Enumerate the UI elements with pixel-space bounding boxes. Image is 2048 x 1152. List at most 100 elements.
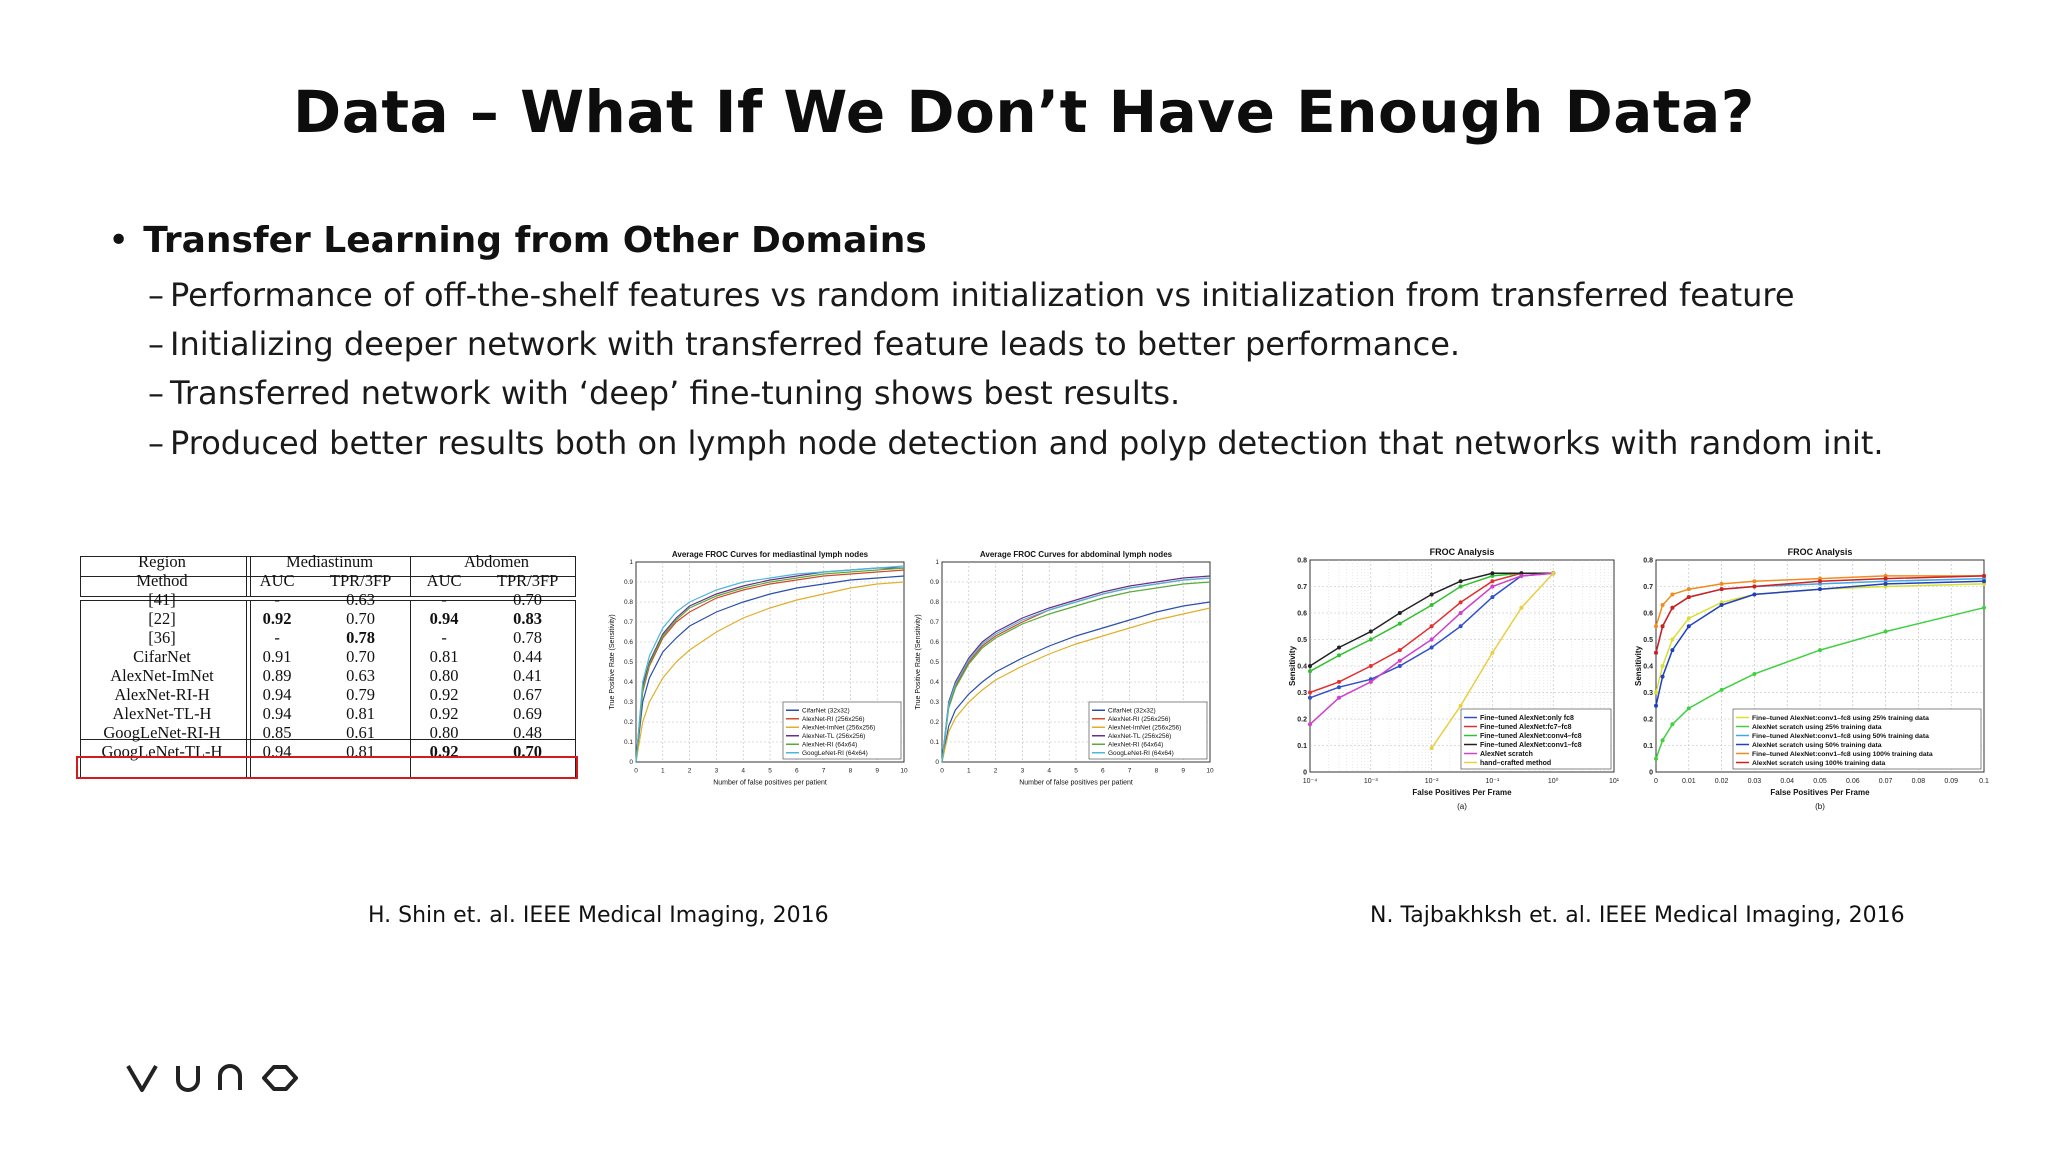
- data-point: [1719, 603, 1724, 608]
- data-point: [1982, 605, 1986, 610]
- data-point: [1458, 579, 1463, 584]
- x-tick-label: 10⁻⁴: [1303, 778, 1318, 785]
- table-column-header: Method AUC TPR/3FP AUC TPR/3FP: [78, 571, 580, 590]
- legend-label: AlexNet-ImNet (256x256): [1108, 724, 1181, 731]
- data-point: [1458, 600, 1463, 605]
- table-cell: 0.63: [346, 590, 376, 609]
- legend-label: AlexNet-ImNet (256x256): [802, 724, 875, 731]
- data-point: [1654, 650, 1658, 655]
- table-cell: 0.79: [346, 685, 376, 704]
- froc-chart-b: 0 0.01 0.02 0.03 0.04 0.05 0.06 0.07 0.08 0.09 0.1…: [1632, 540, 1992, 824]
- legend-label: GoogLeNet-RI (64x64): [1108, 750, 1174, 757]
- data-point: [1368, 637, 1373, 642]
- chart-svg: 10⁻⁴ 10⁻³ 10⁻² 10⁻¹ 10⁰ 10¹ 0 0.1 0.2 0.3 0.4 0.5 0.…: [1288, 547, 1620, 811]
- legend-label: Fine–tuned AlexNet:conv4–fc8: [1480, 733, 1582, 740]
- legend-box: [782, 701, 902, 760]
- data-point: [1686, 624, 1691, 629]
- series-line: [635, 569, 905, 763]
- y-axis-label: Sensitivity: [1634, 645, 1643, 686]
- x-tick-label: 10⁰: [1548, 777, 1559, 785]
- table-row: [22] 0.92 0.70 0.94 0.83: [78, 609, 580, 628]
- x-tick-label: 0.09: [1944, 778, 1958, 785]
- y-tick-label: 0.4: [1643, 663, 1653, 670]
- table-cell: CifarNet: [133, 647, 191, 666]
- legend-label: AlexNet-RI (256x256): [802, 716, 865, 723]
- legend-label: AlexNet-RI (256x256): [1108, 716, 1171, 723]
- table-cell: [22]: [148, 609, 176, 628]
- x-tick-label: 1: [661, 768, 665, 775]
- y-tick-label: 0: [935, 759, 939, 766]
- vuno-logo: [124, 1058, 304, 1102]
- slide-title: Data – What If We Don’t Have Enough Data…: [293, 78, 1755, 146]
- x-axis-label: Number of false positives per patient: [1019, 780, 1133, 787]
- x-tick-label: 0.03: [1748, 778, 1762, 785]
- table-cell: AlexNet-RI-H: [114, 685, 210, 704]
- y-tick-label: 0.1: [624, 739, 633, 746]
- y-tick-label: 0.8: [930, 599, 939, 606]
- legend-label: AlexNet-TL (256x256): [1108, 733, 1171, 740]
- x-tick-label: 0: [1654, 778, 1658, 785]
- data-point: [1397, 658, 1402, 663]
- data-point: [1308, 664, 1312, 668]
- legend-label: Fine–tuned AlexNet:conv1–fc8: [1480, 742, 1582, 749]
- x-axis-label: Number of false positives per patient: [713, 780, 827, 787]
- y-axis-label: True Positive Rate (Sensitivity): [915, 614, 922, 709]
- data-point: [1719, 587, 1724, 592]
- chart-title: Average FROC Curves for mediastinal lymp…: [672, 550, 869, 559]
- table-group-cell: Region: [138, 552, 186, 571]
- chart-sublabel: (a): [1457, 802, 1467, 811]
- y-tick-label: 0.6: [1297, 610, 1307, 617]
- x-tick-label: 3: [715, 768, 719, 775]
- table-group-cell: Abdomen: [463, 552, 530, 571]
- table-cell: -: [441, 628, 447, 647]
- legend-label: hand–crafted method: [1480, 760, 1551, 767]
- legend-label: AlexNet-RI (64x64): [1108, 741, 1163, 748]
- y-axis-label: Sensitivity: [1288, 645, 1297, 686]
- data-point: [1982, 579, 1986, 584]
- data-point: [1308, 669, 1312, 674]
- x-tick-label: 5: [1074, 768, 1078, 775]
- y-tick-label: 0.7: [1643, 584, 1653, 591]
- legend-label: AlexNet scratch: [1480, 751, 1533, 758]
- series-line: [941, 581, 1211, 763]
- data-point: [1308, 690, 1312, 695]
- y-tick-label: 0.5: [624, 659, 633, 666]
- table-cell: 0.83: [513, 609, 543, 628]
- legend-label: Fine–tuned AlexNet:fc7–fc8: [1480, 724, 1572, 731]
- y-tick-label: 0.4: [930, 679, 939, 686]
- data-point: [1686, 587, 1691, 592]
- x-tick-label: 4: [1047, 768, 1051, 775]
- legend-label: AlexNet scratch using 100% training data: [1752, 760, 1886, 767]
- y-tick-label: 0: [1303, 769, 1307, 776]
- table-cell: 0.70: [513, 590, 543, 609]
- table-cell: 0.80: [429, 666, 459, 685]
- y-tick-label: 0.7: [1297, 584, 1307, 591]
- chart-title: FROC Analysis: [1788, 547, 1853, 557]
- caption-right: N. Tajbakhksh et. al. IEEE Medical Imagi…: [1370, 903, 1905, 928]
- y-tick-label: 0.2: [624, 719, 633, 726]
- data-point: [1660, 738, 1665, 743]
- table-cell: 0.91: [262, 647, 292, 666]
- x-tick-label: 0.08: [1912, 778, 1926, 785]
- x-tick-label: 0.01: [1682, 778, 1696, 785]
- data-point: [1752, 592, 1757, 597]
- x-axis-label: False Positives Per Frame: [1770, 788, 1870, 797]
- data-point: [1337, 685, 1342, 690]
- y-tick-label: 0.8: [1297, 557, 1307, 564]
- y-axis-label: True Positive Rate (Sensitivity): [609, 614, 616, 709]
- table-cell: -: [274, 628, 280, 647]
- x-tick-label: 0.02: [1715, 778, 1729, 785]
- table-cell: 0.41: [513, 666, 543, 685]
- data-point: [1397, 664, 1402, 668]
- data-point: [1818, 587, 1822, 592]
- series-line: [941, 607, 1211, 763]
- y-tick-label: 0.5: [930, 659, 939, 666]
- table-cell: 0.61: [346, 723, 376, 742]
- table-divider: [410, 600, 411, 778]
- x-tick-label: 0.04: [1780, 778, 1794, 785]
- y-tick-label: 0.2: [930, 719, 939, 726]
- data-point: [1397, 611, 1402, 615]
- x-tick-label: 2: [688, 768, 692, 775]
- legend-label: AlexNet-RI (64x64): [802, 741, 857, 748]
- table-cell: 0.67: [513, 685, 543, 704]
